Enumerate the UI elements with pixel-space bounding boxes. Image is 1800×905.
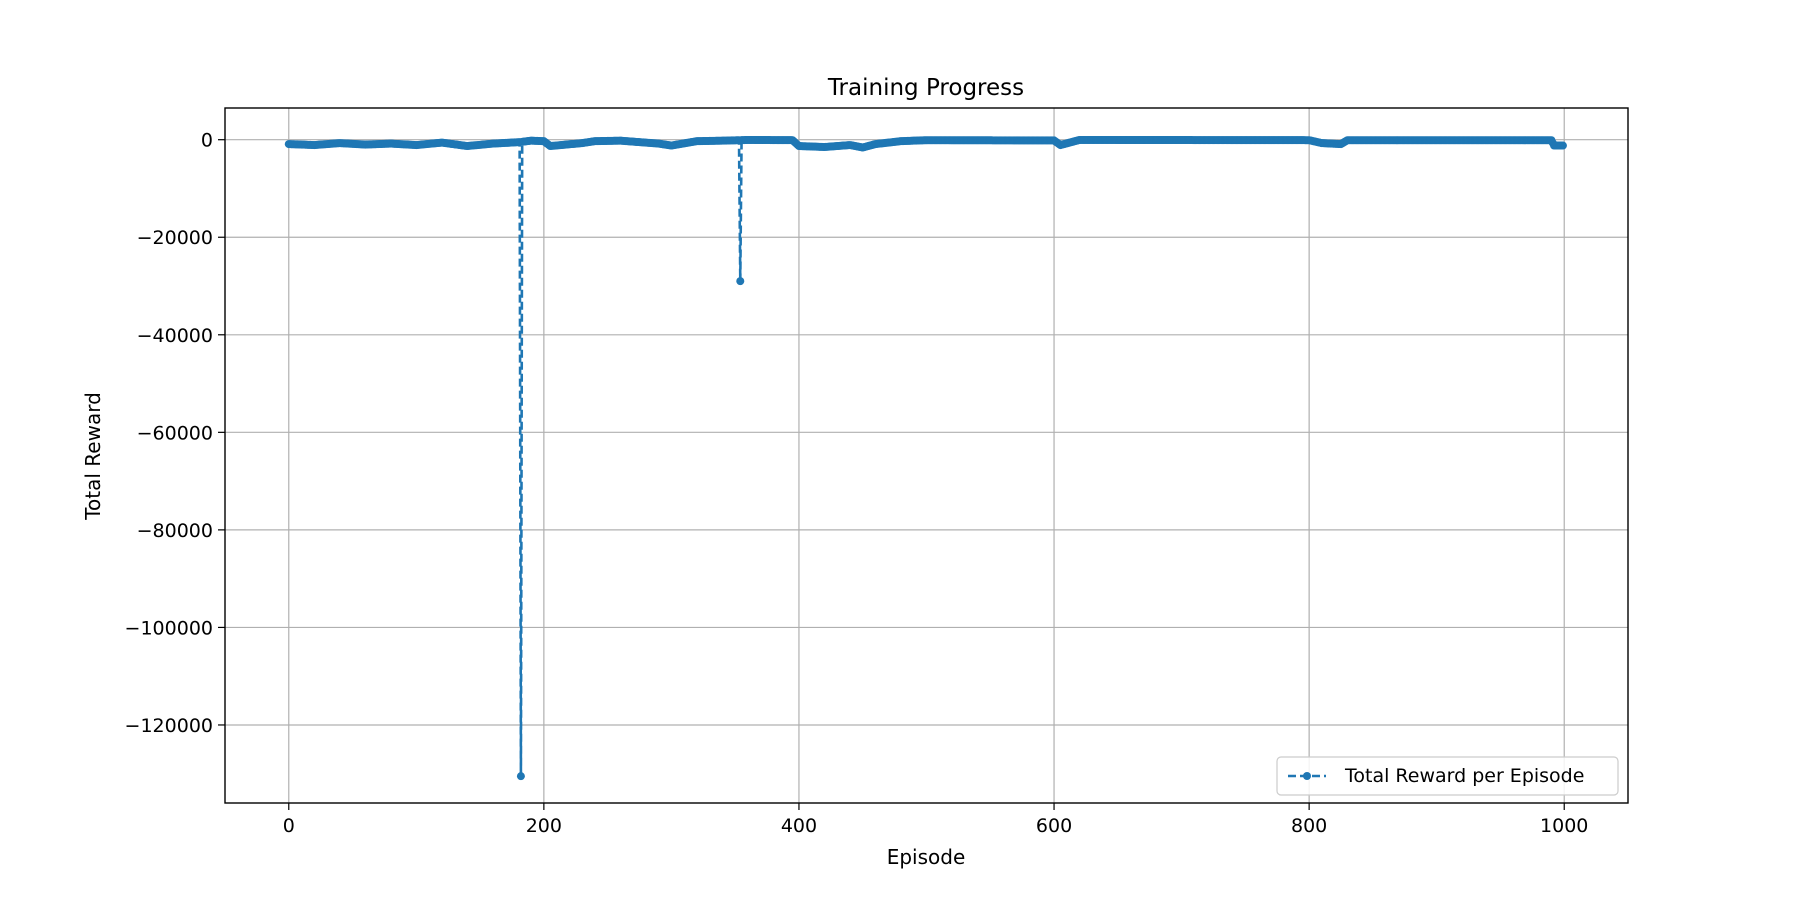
legend-box xyxy=(1276,756,1619,796)
y-tick-label: −80000 xyxy=(137,520,213,542)
grid-lines xyxy=(225,108,1628,803)
x-axis-label: Episode xyxy=(887,845,966,869)
x-tick-label: 600 xyxy=(1036,815,1072,837)
y-tick-label: −100000 xyxy=(125,617,213,639)
y-tick-label: −120000 xyxy=(125,715,213,737)
x-tick-label: 200 xyxy=(526,815,562,837)
data-point xyxy=(736,277,745,286)
legend-marker-swatch xyxy=(1303,772,1311,780)
data-point xyxy=(516,772,525,781)
y-tick-label: −40000 xyxy=(137,325,213,347)
plot-area-frame xyxy=(224,107,1629,804)
x-tick-label: 800 xyxy=(1291,815,1327,837)
legend-label: Total Reward per Episode xyxy=(1344,765,1584,787)
chart-title: Training Progress xyxy=(827,75,1024,101)
data-point xyxy=(1558,141,1567,150)
x-tick-label: 400 xyxy=(781,815,817,837)
series-total-reward-per-episode xyxy=(284,135,1567,781)
y-tick-label: 0 xyxy=(201,130,213,152)
x-tick-label: 0 xyxy=(283,815,295,837)
y-tick-label: −20000 xyxy=(137,227,213,249)
axis-ticks: 0 200 400 600 800 1000 0 −20000 −40000 −60000 −800… xyxy=(125,130,1589,837)
x-tick-label: 1000 xyxy=(1540,815,1588,837)
legend: Total Reward per Episode xyxy=(1276,756,1619,796)
y-tick-label: −60000 xyxy=(137,422,213,444)
series-line xyxy=(288,138,1563,778)
y-axis-label: Total Reward xyxy=(81,392,105,521)
